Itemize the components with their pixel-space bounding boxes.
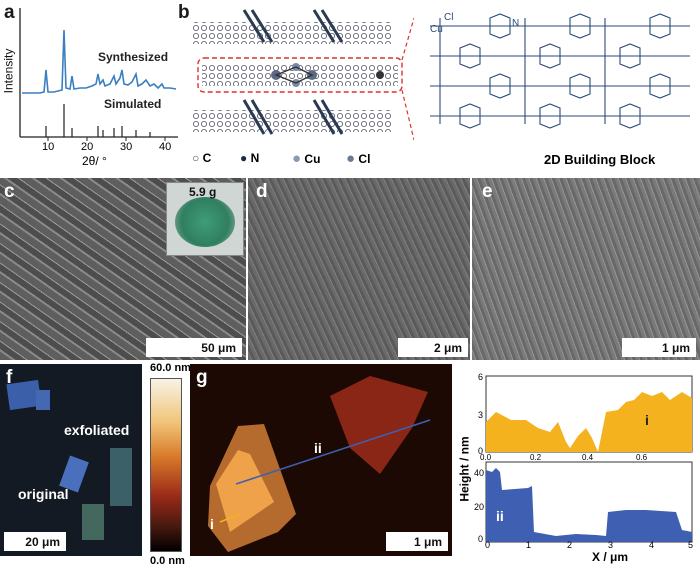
- scalebar-d: 2 μm: [398, 338, 468, 357]
- profile-bottom-xtick-1: 1: [526, 540, 532, 550]
- profile-i-area: [486, 392, 692, 452]
- xrd-synthesized-line: [22, 29, 177, 94]
- legend-cl-symbol: ●: [346, 150, 356, 167]
- panel-b-letter: b: [178, 2, 190, 23]
- afm-line-i: [219, 513, 241, 523]
- panel-c-letter: c: [4, 181, 15, 202]
- atom-n-label: N: [512, 18, 520, 29]
- scalebar-f: 20 μm: [4, 532, 66, 551]
- xrd-simulated-label: Simulated: [104, 97, 162, 111]
- afm-flake-small: [330, 376, 428, 474]
- xrd-synthesized-label: Synthesized: [98, 50, 169, 64]
- scalebar-g: 1 μm: [386, 532, 448, 551]
- profile-top-xtick-4: 0.4: [582, 453, 594, 462]
- profile-bottom-xtick-4: 4: [649, 540, 655, 550]
- crystal-structure-view: [192, 9, 414, 141]
- scalebar-c: 50 μm: [146, 338, 242, 357]
- profile-bottom-xtick-0: 0: [485, 540, 491, 550]
- flake-original-2: [82, 504, 104, 540]
- profile-bottom-ytick-20: 20: [474, 502, 485, 512]
- inset-photo: 5.9 g: [166, 182, 244, 256]
- building-block-selection: [197, 57, 403, 93]
- scalebar-e-text: 1 μm: [661, 340, 690, 355]
- optical-image-f: exfoliated original 20 μm: [0, 364, 142, 556]
- xrd-xlabel: 2θ/ °: [82, 154, 107, 168]
- afm-colorbar: [150, 378, 182, 552]
- label-exfoliated: exfoliated: [64, 422, 130, 438]
- profile-bottom-xtick-3: 3: [608, 540, 614, 550]
- sem-image-e: 1 μm: [472, 178, 700, 360]
- profile-ii-area: [486, 468, 692, 542]
- profile-top-xtick-6: 0.6: [636, 453, 648, 462]
- flake-exfoliated-2: [36, 390, 50, 410]
- xrd-simulated-sticks: [45, 104, 151, 137]
- legend-c: ○ C: [192, 151, 211, 165]
- inset-mass-label: 5.9 g: [189, 185, 217, 199]
- xrd-tick-30: 30: [120, 141, 133, 153]
- legend-cl: ● Cl: [346, 150, 370, 167]
- colorbar-bottom-label: 0.0 nm: [150, 555, 185, 567]
- scalebar-c-text: 50 μm: [201, 340, 236, 355]
- legend-cu-label: Cu: [304, 152, 321, 166]
- panel-f-letter: f: [6, 367, 13, 388]
- profile-top-xtick-2: 0.2: [530, 453, 542, 462]
- sem-image-d: 2 μm: [248, 178, 470, 360]
- xrd-tick-20: 20: [81, 141, 94, 153]
- profile-bottom-xtick-5: 5: [688, 540, 694, 550]
- scalebar-g-text: 1 μm: [413, 534, 442, 549]
- afm-line-ii: [235, 419, 431, 485]
- building-block-caption: 2D Building Block: [544, 152, 656, 167]
- afm-image-g: ii i 1 μm: [190, 364, 452, 556]
- xrd-tick-40: 40: [159, 141, 172, 153]
- legend-n: ● N: [240, 151, 259, 165]
- legend-n-label: N: [250, 151, 260, 165]
- profile-top-xtick-0: 0.0: [480, 453, 492, 462]
- profile-top-ytick-0: 0: [478, 446, 484, 456]
- flake-original-1: [110, 448, 132, 506]
- xrd-ylabel: Intensity: [1, 48, 16, 94]
- legend-cu: ● Cu: [292, 150, 320, 167]
- profile-bottom-ytick-0: 0: [478, 534, 484, 544]
- xrd-tick-10: 10: [42, 141, 55, 153]
- profile-ii-label: ii: [496, 508, 504, 524]
- profile-xlabel: X / μm: [592, 550, 629, 564]
- scalebar-e: 1 μm: [622, 338, 696, 357]
- afm-label-ii: ii: [314, 440, 322, 456]
- panel-a-letter: a: [4, 2, 15, 23]
- profile-top-ytick-3: 3: [478, 410, 484, 420]
- colorbar-top-label: 60.0 nm: [150, 362, 191, 374]
- panel-d-letter: d: [256, 181, 268, 202]
- atom-cu-label: Cu: [430, 24, 443, 35]
- legend-cu-symbol: ●: [292, 150, 302, 167]
- panel-g-letter: g: [196, 367, 208, 388]
- afm-flake-large-core: [216, 450, 274, 532]
- profile-bottom-xtick-2: 2: [567, 540, 573, 550]
- legend-n-symbol: ●: [240, 151, 248, 165]
- inset-sample-dish: [175, 197, 235, 247]
- xrd-chart: [19, 8, 178, 141]
- legend-c-symbol: ○: [192, 151, 200, 165]
- atom-cl-label: Cl: [444, 12, 454, 23]
- legend-cl-label: Cl: [358, 152, 371, 166]
- scalebar-f-text: 20 μm: [25, 534, 60, 549]
- afm-flakes: [208, 376, 431, 552]
- sem-image-c: 5.9 g 50 μm: [0, 178, 246, 360]
- profile-bottom-ytick-40: 40: [474, 468, 485, 478]
- profile-i-label: i: [645, 412, 649, 428]
- panel-e-letter: e: [482, 181, 493, 202]
- legend-c-label: C: [202, 151, 212, 165]
- label-original: original: [18, 486, 69, 502]
- profile-ylabel: Height / nm: [457, 436, 472, 502]
- profile-top-ytick-6: 6: [478, 372, 484, 382]
- scalebar-d-text: 2 μm: [433, 340, 462, 355]
- height-profile-chart: [485, 375, 693, 543]
- building-block-diagram: [430, 13, 690, 129]
- afm-label-i: i: [210, 516, 214, 532]
